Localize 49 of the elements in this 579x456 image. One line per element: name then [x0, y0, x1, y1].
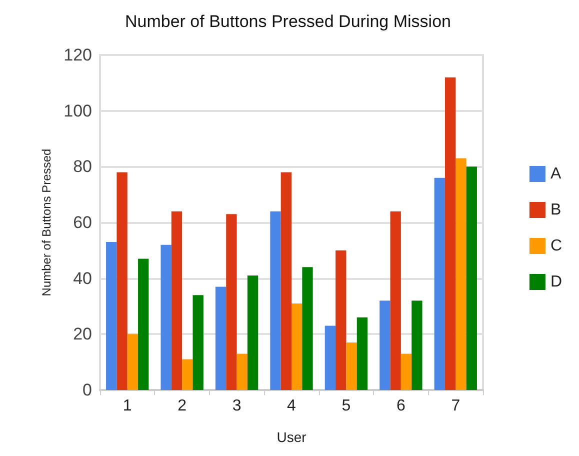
x-tick-label: 2 — [178, 398, 187, 414]
bar — [171, 211, 182, 390]
bar — [236, 354, 248, 390]
legend-label: D — [550, 274, 562, 290]
x-tick-label: 1 — [122, 398, 132, 414]
x-tick-label: 4 — [287, 398, 296, 414]
bar — [116, 172, 128, 390]
y-tick-label: 20 — [73, 324, 92, 344]
bar — [412, 300, 422, 390]
y-tick-label: 80 — [73, 157, 92, 176]
bar — [324, 326, 336, 390]
bar — [466, 166, 477, 390]
bar — [302, 267, 313, 390]
bar — [390, 211, 401, 390]
y-tick-label: 0 — [82, 380, 92, 400]
bar — [182, 359, 193, 390]
bar — [247, 276, 258, 390]
bar — [226, 214, 237, 390]
y-tick-label: 60 — [73, 213, 92, 232]
bar — [380, 300, 390, 390]
chart-title: Number of Buttons Pressed During Mission — [125, 12, 451, 31]
y-tick-label: 100 — [64, 101, 92, 120]
x-tick-label: 7 — [451, 398, 460, 414]
bar — [400, 354, 412, 390]
bar — [160, 244, 172, 390]
bar — [292, 303, 302, 390]
x-tick-label: 3 — [232, 398, 242, 414]
legend-label: B — [550, 202, 562, 218]
x-tick-label: 6 — [396, 398, 406, 414]
bar — [127, 334, 138, 390]
bar — [138, 258, 149, 390]
bar — [444, 77, 456, 390]
bar — [215, 286, 226, 390]
bar — [280, 172, 292, 390]
bar — [270, 211, 281, 390]
bar — [106, 242, 117, 390]
legend-label: C — [550, 238, 562, 254]
x-tick-label: 5 — [342, 398, 351, 414]
bar — [434, 178, 445, 390]
bar — [456, 158, 466, 390]
y-axis-title: Number of Buttons Pressed — [40, 148, 54, 296]
bar — [356, 317, 368, 390]
bar — [192, 295, 204, 390]
y-tick-label: 120 — [64, 46, 92, 64]
x-axis-title: User — [276, 429, 307, 445]
y-tick-label: 40 — [73, 268, 92, 288]
bar — [346, 342, 357, 390]
bar — [336, 250, 346, 390]
legend-label: A — [550, 166, 562, 182]
